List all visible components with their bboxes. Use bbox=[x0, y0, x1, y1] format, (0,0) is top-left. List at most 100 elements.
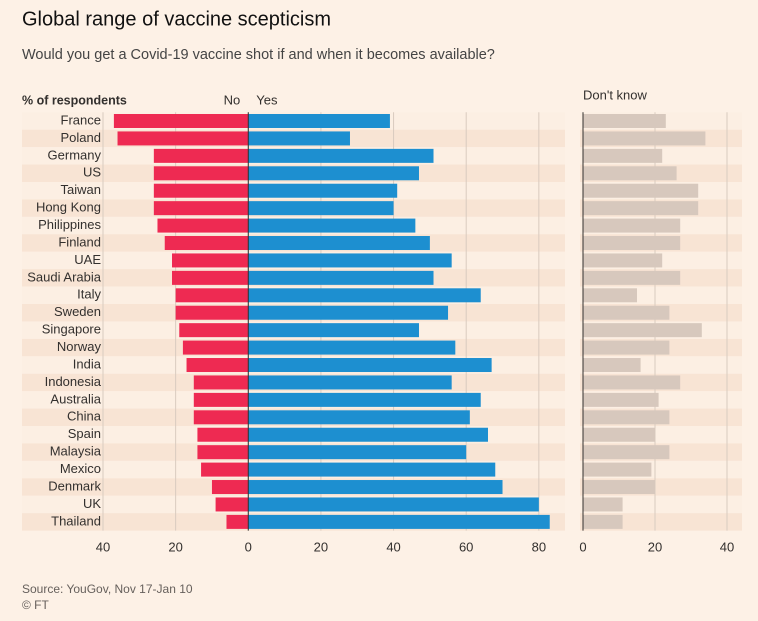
chart-title: Global range of vaccine scepticism bbox=[22, 8, 331, 30]
y-tick-label: Singapore bbox=[42, 322, 101, 337]
credit: © FT bbox=[22, 598, 50, 612]
bar bbox=[248, 514, 550, 529]
y-tick-label: Finland bbox=[58, 234, 101, 249]
panel-title: Don't know bbox=[583, 87, 648, 102]
bar bbox=[175, 288, 249, 303]
y-tick-label: UAE bbox=[74, 252, 101, 267]
bar bbox=[583, 114, 666, 128]
y-tick-label: Thailand bbox=[51, 513, 101, 528]
bar bbox=[583, 480, 655, 495]
bar bbox=[153, 201, 249, 216]
bar bbox=[248, 305, 449, 320]
bar bbox=[172, 253, 249, 268]
y-tick-label: Indonesia bbox=[45, 374, 102, 389]
bar bbox=[153, 183, 249, 198]
bar bbox=[179, 323, 249, 338]
bar bbox=[201, 462, 249, 477]
y-tick-label: Australia bbox=[50, 391, 101, 406]
legend-label: Yes bbox=[256, 92, 278, 107]
chart-subtitle: Would you get a Covid-19 vaccine shot if… bbox=[22, 47, 495, 63]
bar bbox=[248, 218, 416, 233]
bar bbox=[583, 358, 641, 373]
x-tick-label: 20 bbox=[648, 539, 662, 554]
bar bbox=[248, 131, 350, 146]
bar bbox=[113, 114, 249, 128]
y-tick-label: US bbox=[83, 165, 101, 180]
bar bbox=[248, 323, 419, 338]
bar bbox=[583, 445, 670, 460]
bar bbox=[197, 427, 249, 442]
bar bbox=[583, 201, 699, 216]
x-tick-label: 20 bbox=[314, 539, 328, 554]
bar bbox=[248, 288, 481, 303]
bar bbox=[193, 410, 249, 425]
bar bbox=[193, 375, 249, 390]
bar bbox=[226, 514, 249, 529]
y-tick-label: Italy bbox=[77, 287, 101, 302]
legend-label: No bbox=[224, 92, 241, 107]
bar bbox=[248, 340, 456, 355]
bar bbox=[186, 358, 249, 373]
bar bbox=[583, 323, 702, 338]
bar bbox=[583, 236, 681, 251]
bar bbox=[248, 253, 452, 268]
bar bbox=[175, 305, 249, 320]
x-tick-label: 0 bbox=[245, 539, 252, 554]
y-tick-label: Philippines bbox=[38, 217, 101, 232]
plot: 40 20 0 20 40 60 80 0 20 40 France Poland Germany US T… bbox=[22, 92, 742, 554]
bar bbox=[197, 445, 249, 460]
bar bbox=[583, 218, 681, 233]
y-tick-label: Norway bbox=[57, 339, 102, 354]
bar bbox=[583, 375, 681, 390]
bar bbox=[583, 340, 670, 355]
bar bbox=[583, 270, 681, 285]
bar bbox=[248, 462, 496, 477]
bar bbox=[248, 148, 434, 163]
y-tick-label: Spain bbox=[68, 426, 101, 441]
x-tick-label: 60 bbox=[459, 539, 473, 554]
y-tick-label: Malaysia bbox=[50, 444, 102, 459]
bar bbox=[248, 410, 470, 425]
bar bbox=[153, 148, 249, 163]
y-tick-label: France bbox=[61, 112, 101, 127]
bar bbox=[583, 392, 659, 407]
y-tick-label: China bbox=[67, 409, 102, 424]
x-tick-label: 40 bbox=[386, 539, 400, 554]
y-tick-label: Poland bbox=[61, 130, 101, 145]
y-tick-label: India bbox=[73, 356, 102, 371]
bar bbox=[172, 270, 249, 285]
y-tick-label: Mexico bbox=[60, 461, 101, 476]
bar bbox=[583, 514, 623, 529]
y-tick-label: Germany bbox=[48, 147, 102, 162]
x-tick-label: 0 bbox=[579, 539, 586, 554]
y-tick-label: Taiwan bbox=[61, 182, 101, 197]
bar bbox=[248, 201, 394, 216]
bar bbox=[583, 288, 637, 303]
bar bbox=[215, 497, 249, 512]
bar bbox=[248, 236, 430, 251]
x-tick-label: 80 bbox=[532, 539, 546, 554]
bar bbox=[583, 462, 652, 477]
bar bbox=[583, 497, 623, 512]
bar bbox=[182, 340, 249, 355]
x-tick-label: 20 bbox=[168, 539, 182, 554]
y-tick-label: UK bbox=[83, 496, 101, 511]
x-tick-label: 40 bbox=[720, 539, 734, 554]
bar bbox=[248, 445, 467, 460]
bar bbox=[248, 166, 419, 181]
bar bbox=[248, 427, 488, 442]
bar bbox=[248, 392, 481, 407]
bar bbox=[583, 305, 670, 320]
x-tick-label: 40 bbox=[96, 539, 110, 554]
bar bbox=[248, 375, 452, 390]
y-tick-label: Denmark bbox=[48, 478, 101, 493]
bar bbox=[153, 166, 249, 181]
y-tick-label: Saudi Arabia bbox=[27, 269, 101, 284]
bar bbox=[583, 253, 663, 268]
bar bbox=[583, 427, 655, 442]
bar bbox=[583, 148, 663, 163]
bar bbox=[248, 497, 539, 512]
y-tick-label: Sweden bbox=[54, 304, 101, 319]
source: Source: YouGov, Nov 17-Jan 10 bbox=[22, 582, 193, 596]
